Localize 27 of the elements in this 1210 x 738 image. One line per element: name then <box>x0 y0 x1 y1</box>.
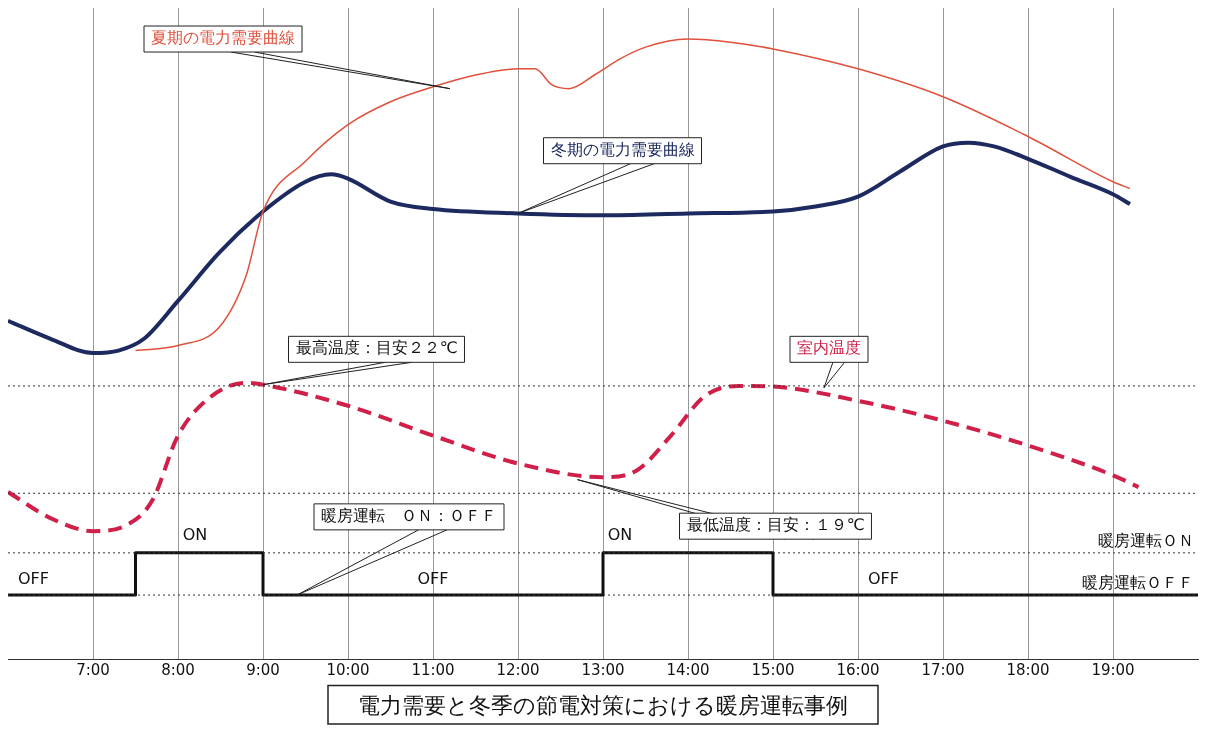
x-tick-label: 19:00 <box>1091 661 1135 680</box>
text: 冬期の電力需要曲線 <box>550 139 695 159</box>
annotation: OFF <box>417 569 449 589</box>
x-tick-label: 11:00 <box>411 661 455 680</box>
text: 夏期の電力需要曲線 <box>151 28 295 48</box>
ref-line-label: 最高温度：目安２２℃ <box>295 338 458 358</box>
x-tick-label: 7:00 <box>76 661 110 680</box>
x-tick-label: 9:00 <box>246 661 280 680</box>
text: 暖房運転 ＯＮ：ＯＦＦ <box>321 506 497 526</box>
ref-line-label: 最低温度：目安：１９℃ <box>686 515 865 535</box>
series-label: 室内温度 <box>797 338 861 358</box>
annotation: OFF <box>18 569 49 589</box>
x-tick-label: 16:00 <box>836 661 880 680</box>
ref-line-label: 暖房運転ＯＮ <box>1098 531 1194 551</box>
x-tick-label: 15:00 <box>751 661 795 680</box>
ref-line-label: 暖房運転ＯＦＦ <box>1082 573 1194 593</box>
x-tick-label: 10:00 <box>326 661 370 680</box>
x-tick-label: 18:00 <box>1006 661 1050 680</box>
annotation: ON <box>182 524 208 544</box>
x-tick-label: 17:00 <box>921 661 965 680</box>
annotation: ON <box>607 524 633 544</box>
x-tick-label: 12:00 <box>496 661 540 680</box>
x-tick-label: 8:00 <box>161 661 195 680</box>
x-tick-label: 14:00 <box>666 661 710 680</box>
text: 電力需要と冬季の節電対策における暖房運転事例 <box>358 692 848 718</box>
x-tick-label: 13:00 <box>581 661 625 680</box>
annotation: OFF <box>868 569 899 589</box>
